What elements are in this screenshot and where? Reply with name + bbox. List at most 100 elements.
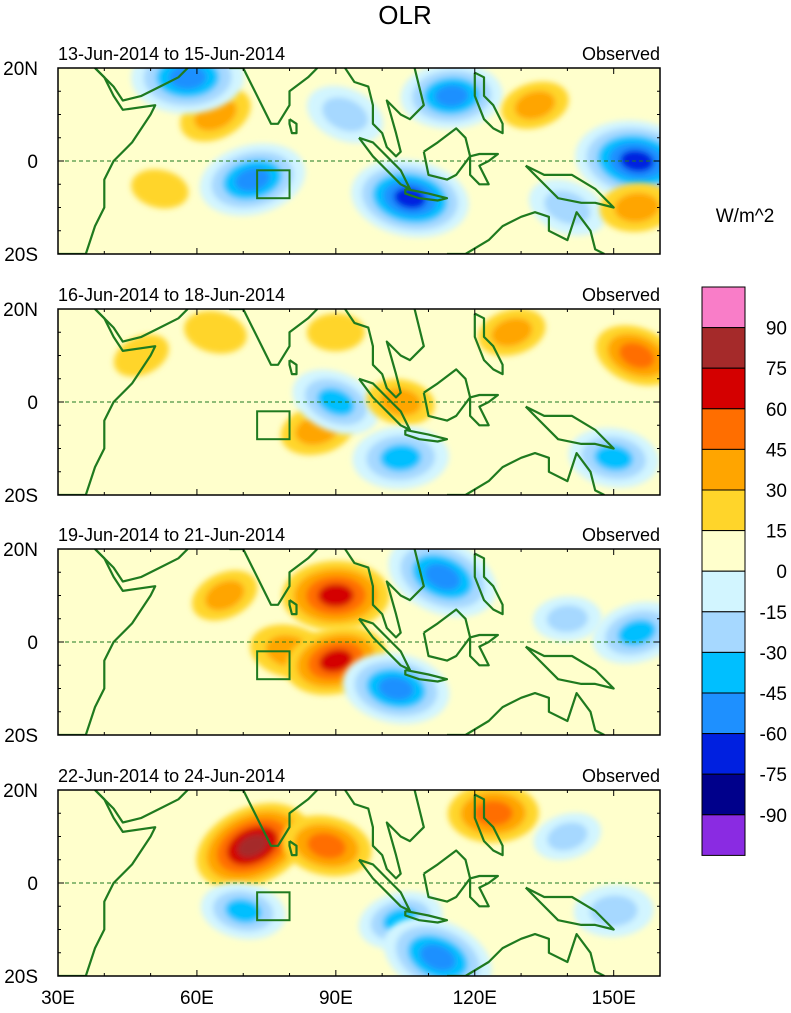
anomaly-blob xyxy=(352,426,449,490)
coastline xyxy=(469,633,499,667)
colorbar-swatch xyxy=(701,570,746,613)
coastlines xyxy=(58,68,615,254)
coastline xyxy=(469,152,499,186)
anomaly-blob xyxy=(199,143,306,216)
map-panel-2: 20N 0 20S 16-Jun-2014 to 18-Jun-2014 Observe… xyxy=(3,285,661,507)
lat-label: 0 xyxy=(27,874,38,895)
anomaly-contour xyxy=(378,676,414,701)
coastline xyxy=(469,874,499,908)
anomaly-blob xyxy=(131,169,189,209)
lon-label: 90E xyxy=(319,988,353,1009)
anomaly-contour xyxy=(594,444,634,471)
coastline xyxy=(94,549,189,583)
coastline xyxy=(58,549,157,735)
panel-status: Observed xyxy=(582,285,660,305)
anomaly-contour xyxy=(491,318,533,347)
anomaly-contour xyxy=(319,649,353,673)
panel-period: 22-Jun-2014 to 24-Jun-2014 xyxy=(58,766,285,786)
colorbar-swatch xyxy=(701,489,746,532)
lat-label: 20N xyxy=(3,59,38,80)
anomaly-blob xyxy=(383,917,492,976)
anomaly-contour xyxy=(113,334,169,377)
coastline xyxy=(404,909,449,924)
coastline xyxy=(58,309,157,495)
anomaly-blob xyxy=(595,325,660,386)
anomaly-blob xyxy=(113,334,169,377)
coastline xyxy=(94,309,189,343)
coastline xyxy=(473,793,504,857)
colorbar-swatch xyxy=(701,814,746,856)
anomaly-blob xyxy=(192,570,258,621)
lat-label: 20S xyxy=(4,245,38,266)
coastline xyxy=(524,405,615,450)
colorbar-swatch xyxy=(701,327,746,369)
lat-label: 20N xyxy=(3,540,38,561)
anomaly-field xyxy=(131,68,660,238)
anomaly-contour xyxy=(620,149,654,173)
colorbar-legend: W/m^2 90 75 60 45 30 15 0 -15 -30 -45 -60 -75 -90 xyxy=(701,206,787,856)
colorbar-label: 15 xyxy=(766,522,787,543)
colorbar-swatch xyxy=(701,286,746,329)
coastlines xyxy=(58,309,615,495)
lat-label: 20S xyxy=(4,967,38,988)
colorbar-label: -60 xyxy=(760,725,787,746)
anomaly-blob xyxy=(599,183,660,232)
anomaly-contour xyxy=(234,167,271,192)
region-box xyxy=(256,410,291,441)
anomaly-contour xyxy=(237,834,268,858)
anomaly-contour xyxy=(380,444,422,472)
anomaly-contour xyxy=(514,91,556,120)
lat-label: 0 xyxy=(27,393,38,414)
coastline xyxy=(344,549,425,639)
lon-label: 120E xyxy=(453,988,497,1009)
anomaly-contour xyxy=(306,313,365,352)
anomaly-blob xyxy=(501,81,569,129)
coastline xyxy=(404,187,449,202)
colorbar-swatch xyxy=(701,692,746,735)
lat-label: 20N xyxy=(3,300,38,321)
anomaly-blob xyxy=(292,369,380,435)
coastline xyxy=(229,790,319,847)
colorbar-label: 30 xyxy=(766,481,787,502)
map-panels: 20N 0 20S 13-Jun-2014 to 15-Jun-2014 Observe… xyxy=(3,44,661,1009)
anomaly-blob xyxy=(282,560,390,631)
map-panel-4: 20N 0 20S 22-Jun-2014 to 24-Jun-2014 Observe… xyxy=(3,766,661,1009)
coastline xyxy=(404,668,449,683)
panel-period: 16-Jun-2014 to 18-Jun-2014 xyxy=(58,285,285,305)
coastline xyxy=(404,428,449,443)
anomaly-field xyxy=(196,790,654,976)
coastlines xyxy=(58,790,615,976)
colorbar-label: -75 xyxy=(760,765,787,786)
colorbar-swatch xyxy=(701,733,746,775)
coastline xyxy=(229,309,319,366)
anomaly-contour xyxy=(317,388,355,416)
lat-label: 20N xyxy=(3,781,38,802)
lat-label: 0 xyxy=(27,633,38,654)
colorbar-label: 0 xyxy=(776,562,787,583)
coastline xyxy=(344,309,425,399)
anomaly-blob xyxy=(592,601,660,664)
region-box xyxy=(256,650,291,681)
colorbar-swatch xyxy=(701,651,746,694)
anomaly-blob xyxy=(281,815,372,877)
panel-status: Observed xyxy=(582,766,660,786)
coastline xyxy=(447,691,605,735)
lat-label: 20S xyxy=(4,486,38,507)
panel-status: Observed xyxy=(582,525,660,545)
region-box xyxy=(256,891,291,922)
anomaly-contour xyxy=(184,310,247,354)
lat-label: 20S xyxy=(4,726,38,747)
anomaly-contour xyxy=(434,84,469,107)
coastline xyxy=(473,71,504,135)
coastline xyxy=(447,452,605,495)
coastline xyxy=(524,164,615,209)
anomaly-contour xyxy=(317,583,354,608)
anomaly-contour xyxy=(322,97,369,132)
anomaly-contour xyxy=(393,187,426,209)
map-panel-3: 20N 0 20S 19-Jun-2014 to 21-Jun-2014 Observe… xyxy=(3,525,661,747)
anomaly-field xyxy=(113,309,660,490)
colorbar-label: 60 xyxy=(766,400,787,421)
anomaly-contour xyxy=(546,605,589,633)
coastline xyxy=(94,790,189,824)
